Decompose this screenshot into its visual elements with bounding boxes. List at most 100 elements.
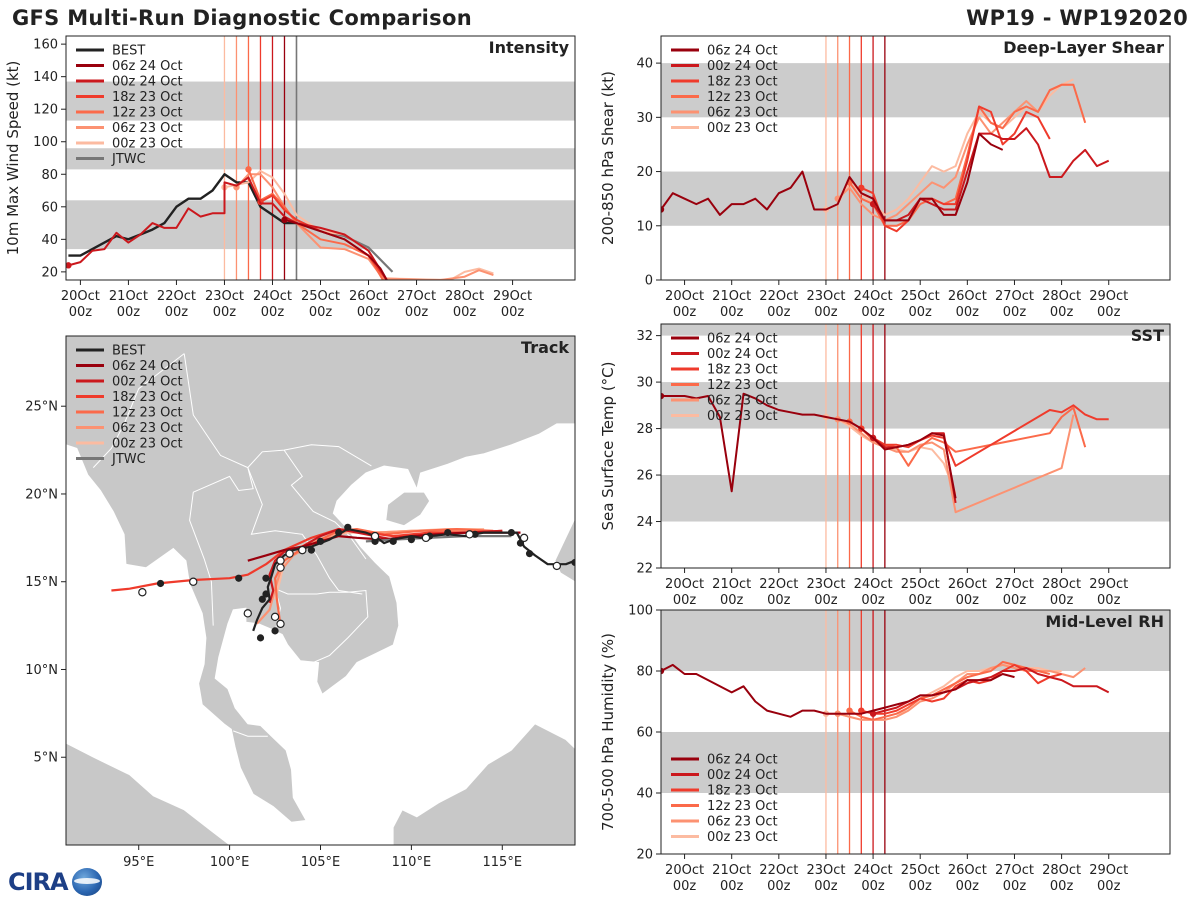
legend-label: 18z 23 Oct [707,784,778,799]
legend-label: 00z 24 Oct [707,768,778,783]
track-point-open [285,549,294,558]
track-point-open [421,533,431,543]
panel-rh: 2040608010020Oct00z21Oct00z22Oct00z23Oct… [599,604,1171,894]
x-tick-label: 24Oct [253,289,292,304]
x-tick-label: 00z [720,305,744,320]
track-lines [111,523,575,642]
x-tick-label: 22Oct [759,289,798,304]
legend-label: 00z 23 Oct [112,137,183,152]
y-tick-label: 30 [636,111,653,126]
track-point-filled [571,558,575,567]
legend-label: 06z 24 Oct [112,59,183,74]
x-tick-label: 00z [1003,879,1027,894]
y-tick-label: 60 [41,200,58,215]
legend-label: 12z 23 Oct [112,406,183,421]
track-point-open [270,612,280,622]
run-line [837,83,1074,222]
x-tick-label: 23Oct [806,863,845,878]
x-tick-label: 22Oct [157,289,196,304]
plot-lines [66,166,494,280]
y-tick-label: 28 [636,422,653,437]
threshold-band [661,63,1170,118]
country-border [183,353,372,469]
x-tick-label: 00z [1097,593,1121,608]
track-point-open [519,533,529,543]
track-point-open [276,563,285,572]
track-point-filled [235,574,243,582]
x-tick-label: 00z [673,305,697,320]
run-line [848,83,1087,227]
y-tick-label: 25°N [25,400,58,415]
x-tick-label: 20Oct [61,289,100,304]
y-tick-label: 32 [636,329,653,344]
legend-label: 06z 23 Oct [707,394,778,409]
legend-label: BEST [112,344,145,359]
legend-label: 06z 24 Oct [707,332,778,347]
x-tick-label: 00z [261,305,285,320]
legend-label: 12z 23 Oct [707,378,778,393]
x-tick-label: 00z [767,593,791,608]
y-tick-label: 40 [41,233,58,248]
y-tick-label: 80 [41,168,58,183]
country-border [92,353,185,468]
x-tick-label: 27Oct [397,289,436,304]
track-point-filled [307,546,316,554]
x-tick-label: 00z [814,305,838,320]
legend-label: 06z 23 Oct [112,421,183,436]
track-point-filled [258,595,266,603]
legend-label: 00z 23 Oct [707,409,778,424]
run-start-marker [281,216,288,224]
run-start-marker [245,166,252,173]
track-point-open [552,561,562,571]
y-axis-label: 10m Max Wind Speed (kt) [4,61,22,256]
x-tick-label: 00z [956,593,980,608]
x-tick-label: 21Oct [712,863,751,878]
x-tick-label: 27Oct [995,577,1034,592]
legend-label: 12z 23 Oct [707,799,778,814]
x-tick-label: 00z [814,593,838,608]
x-tick-label: 00z [357,305,381,320]
x-tick-label: 23Oct [806,289,845,304]
axes-frame [660,323,1171,569]
track-point-filled [316,537,325,545]
x-tick-label: 25Oct [301,289,340,304]
x-tick-label: 00z [1003,593,1027,608]
threshold-band [661,475,1170,522]
x-tick-label: 26Oct [948,289,987,304]
legend-label: BEST [112,44,145,59]
x-tick-label: 00z [767,879,791,894]
y-tick-label: 26 [636,469,653,484]
y-tick-label: 40 [636,787,653,802]
y-tick-label: 30 [636,376,653,391]
legend-label: 00z 24 Oct [707,59,778,74]
country-border [274,588,369,663]
run-line [837,414,1075,514]
x-tick-label: 29Oct [1089,289,1128,304]
panel-shear: 01020304020Oct00z21Oct00z22Oct00z23Oct00… [599,35,1171,320]
run-start-marker [661,206,665,213]
threshold-band [661,610,1170,671]
legend-label: 06z 24 Oct [707,44,778,59]
run-start-marker [661,667,665,675]
x-tick-label: 00z [69,305,93,320]
run-line [661,132,1004,222]
x-tick-label: 26Oct [948,577,987,592]
y-tick-label: 5°N [34,751,59,766]
x-tick-label: 00z [720,593,744,608]
y-tick-label: 140 [33,70,58,85]
x-tick-label: 25Oct [901,577,940,592]
x-tick-label: 20Oct [665,289,704,304]
y-tick-label: 20 [636,165,653,180]
panel-sst: 22242628303220Oct00z21Oct00z22Oct00z23Oc… [599,323,1171,608]
x-tick-label: 95°E [123,855,154,870]
x-tick-label: 29Oct [493,289,532,304]
legend-label: 12z 23 Oct [112,106,183,121]
x-tick-label: 110°E [392,855,432,870]
x-tick-label: 00z [673,593,697,608]
run-start-marker [846,707,853,714]
legend-label: JTWC [111,152,146,167]
plot-lines [661,78,1110,233]
land-mainland [66,336,575,823]
y-tick-label: 40 [636,57,653,72]
